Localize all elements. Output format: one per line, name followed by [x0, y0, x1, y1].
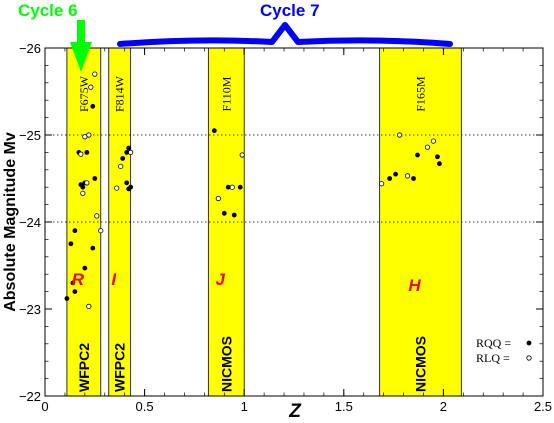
rqq-point-19	[211, 128, 217, 134]
band-letter-1: I	[111, 270, 117, 289]
filter-label-3: F165M	[413, 76, 427, 112]
rqq-point-6	[78, 182, 84, 187]
legend-rqq-label: RQQ =	[476, 336, 511, 350]
rlq-point-9	[86, 303, 92, 309]
rlq-point-12	[128, 149, 134, 155]
rqq-point-13	[120, 156, 126, 161]
rqq-point-9	[82, 265, 88, 271]
rlq-point-18	[404, 173, 411, 179]
filter-label-0: F675W	[77, 75, 91, 112]
rqq-point-11	[90, 245, 96, 251]
rlq-point-11	[118, 163, 124, 169]
instrument-label-2: NICMOS	[218, 336, 234, 392]
y-tick-label-0: −22	[19, 389, 41, 404]
x-tick-label-2: 1	[241, 399, 248, 414]
rqq-point-3	[84, 150, 90, 155]
rqq-point-28	[435, 154, 440, 160]
instrument-label-0: WFPC2	[76, 343, 92, 392]
instrument-label-1: WFPC2	[112, 343, 128, 392]
x-tick-label-4: 2	[440, 399, 447, 414]
rqq-point-12	[90, 103, 96, 109]
rqq-point-8	[68, 241, 74, 247]
band-letter-3: H	[408, 276, 421, 295]
y-tick-label-3: −25	[19, 128, 41, 143]
rlq-point-0	[92, 71, 98, 77]
rqq-point-30	[64, 296, 70, 301]
x-axis-title: Z	[288, 401, 302, 422]
y-tick-label-4: −26	[19, 41, 41, 56]
filter-label-1: F814W	[113, 75, 127, 112]
band-labels: F675W R WFPC2 F814W I WFPC2 F110M J NICMOS F165M H…	[72, 75, 429, 392]
rlq-point-4	[82, 134, 88, 140]
y-axis-title: Absolute Magnitude Mv	[2, 132, 19, 312]
cycle6-label: Cycle 6	[18, 1, 78, 20]
rqq-point-22	[225, 184, 231, 190]
rlq-point-1	[88, 84, 94, 90]
y-tick-label-1: −23	[19, 302, 41, 317]
rlq-point-7	[94, 213, 100, 219]
x-tick-label-5: 2.5	[534, 399, 552, 414]
rqq-point-24	[387, 176, 393, 181]
rqq-point-17	[128, 184, 134, 190]
rqq-point-7	[70, 280, 76, 286]
data-points	[64, 71, 442, 309]
rlq-point-17	[396, 132, 403, 138]
legend-rlq-label: RLQ =	[476, 351, 510, 365]
rlq-point-8	[98, 228, 104, 234]
x-tick-label-3: 1.5	[335, 399, 353, 414]
cycle7-label: Cycle 7	[260, 1, 320, 20]
cycle6-arrow-icon	[70, 20, 92, 72]
instrument-label-3: NICMOS	[412, 336, 428, 392]
y-tick-label-2: −24	[19, 215, 41, 230]
rqq-point-29	[437, 161, 442, 167]
rqq-point-0	[72, 289, 78, 294]
rqq-point-27	[415, 152, 420, 158]
rqq-point-21	[231, 212, 237, 218]
rlq-point-6	[84, 180, 90, 186]
cycle7-brace-icon	[117, 22, 453, 47]
rlq-point-5	[80, 190, 86, 196]
rlq-point-16	[379, 181, 385, 187]
rqq-point-10	[72, 228, 78, 234]
legend: RQQ = RLQ =	[476, 336, 532, 365]
rlq-point-15	[239, 152, 245, 158]
x-tick-label-1: 0.5	[136, 399, 154, 414]
rqq-point-18	[124, 180, 130, 186]
legend-rqq-marker	[526, 340, 532, 346]
rqq-point-4	[92, 176, 98, 181]
rqq-point-16	[126, 145, 132, 151]
rlq-point-20	[430, 138, 437, 144]
x-tick-label-0: 0	[41, 399, 48, 414]
band-letter-2: J	[216, 270, 226, 289]
band-letter-0: R	[72, 270, 85, 289]
rqq-point-14	[124, 150, 130, 155]
rqq-point-25	[393, 171, 398, 177]
gridlines	[45, 134, 543, 223]
rqq-point-20	[221, 210, 227, 216]
rqq-point-26	[411, 176, 416, 181]
rlq-point-13	[215, 195, 221, 202]
legend-rlq-marker	[526, 355, 532, 361]
rlq-point-14	[229, 184, 235, 190]
rlq-point-10	[114, 185, 120, 191]
rqq-point-23	[237, 184, 243, 190]
axis-ticks: 0 0.5 1 1.5 2 2.5 −22 −23 −24 −25 −26	[19, 41, 552, 414]
filter-label-2: F110M	[219, 76, 233, 111]
rlq-point-19	[424, 144, 431, 150]
rlq-point-3	[78, 151, 84, 157]
